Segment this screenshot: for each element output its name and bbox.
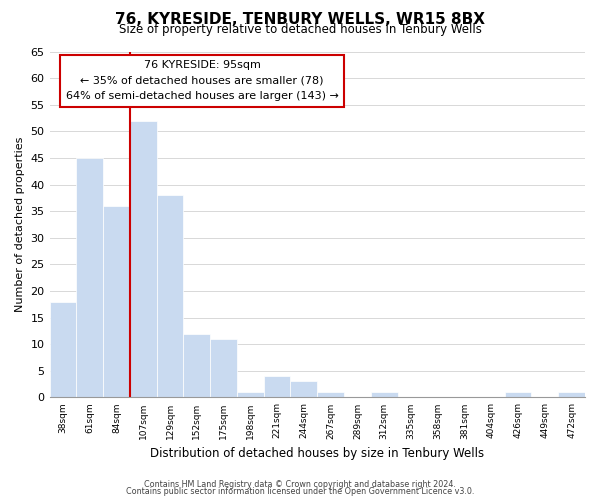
Text: Contains HM Land Registry data © Crown copyright and database right 2024.: Contains HM Land Registry data © Crown c… <box>144 480 456 489</box>
Bar <box>317 392 344 398</box>
Bar <box>290 382 317 398</box>
Y-axis label: Number of detached properties: Number of detached properties <box>15 137 25 312</box>
Bar <box>371 392 398 398</box>
Text: Contains public sector information licensed under the Open Government Licence v3: Contains public sector information licen… <box>126 487 474 496</box>
Bar <box>157 195 184 398</box>
Bar <box>558 392 585 398</box>
Bar <box>264 376 290 398</box>
Bar <box>210 339 237 398</box>
Bar <box>103 206 130 398</box>
Bar <box>130 120 157 398</box>
Bar <box>237 392 264 398</box>
X-axis label: Distribution of detached houses by size in Tenbury Wells: Distribution of detached houses by size … <box>150 447 484 460</box>
Bar <box>50 302 76 398</box>
Bar <box>76 158 103 398</box>
Text: 76 KYRESIDE: 95sqm
← 35% of detached houses are smaller (78)
64% of semi-detache: 76 KYRESIDE: 95sqm ← 35% of detached hou… <box>66 60 338 102</box>
Text: 76, KYRESIDE, TENBURY WELLS, WR15 8BX: 76, KYRESIDE, TENBURY WELLS, WR15 8BX <box>115 12 485 28</box>
Text: Size of property relative to detached houses in Tenbury Wells: Size of property relative to detached ho… <box>119 22 481 36</box>
Bar <box>505 392 532 398</box>
Bar <box>184 334 210 398</box>
